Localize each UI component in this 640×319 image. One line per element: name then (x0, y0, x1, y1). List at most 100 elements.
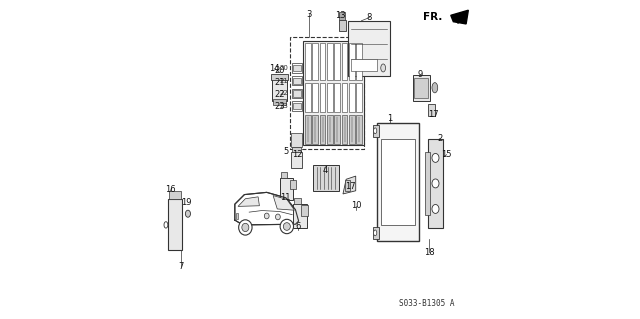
Bar (293, 103, 301, 109)
Bar (344, 180, 350, 191)
Bar (170, 191, 181, 199)
Text: 18: 18 (424, 248, 435, 256)
Bar (293, 90, 301, 97)
Bar (312, 115, 318, 144)
Text: 4: 4 (323, 166, 328, 175)
Ellipse shape (374, 128, 377, 134)
Text: 19: 19 (181, 198, 192, 207)
Bar (372, 227, 379, 239)
Bar (305, 83, 311, 112)
Text: 17: 17 (345, 182, 355, 191)
Text: 5: 5 (283, 147, 288, 156)
Text: FR.: FR. (423, 11, 442, 22)
Text: 10: 10 (351, 201, 362, 210)
Bar (351, 59, 377, 71)
Text: 13: 13 (335, 11, 346, 20)
Text: 20: 20 (280, 65, 289, 71)
Ellipse shape (432, 204, 439, 213)
Bar (413, 75, 430, 101)
Ellipse shape (374, 230, 377, 236)
Ellipse shape (264, 213, 269, 219)
Text: 20: 20 (275, 66, 285, 75)
Bar (425, 152, 430, 215)
Bar (339, 20, 346, 31)
Text: S033-B1305 A: S033-B1305 A (399, 299, 454, 308)
Bar (327, 83, 333, 112)
Text: 23: 23 (275, 102, 285, 111)
Bar (293, 204, 307, 228)
Bar (293, 65, 301, 71)
Bar (301, 205, 308, 216)
Bar (372, 125, 379, 137)
Bar (292, 147, 301, 152)
Bar (320, 115, 325, 144)
Text: 17: 17 (428, 110, 438, 119)
Bar (168, 199, 182, 250)
Polygon shape (451, 10, 468, 24)
Bar (320, 43, 325, 80)
Bar (271, 78, 287, 101)
Text: 8: 8 (367, 13, 372, 22)
Text: 23: 23 (280, 103, 289, 109)
Bar (342, 83, 348, 112)
Ellipse shape (164, 222, 168, 228)
Bar (303, 41, 364, 145)
Text: 21: 21 (280, 78, 289, 84)
Text: 12: 12 (292, 150, 302, 159)
Bar (292, 63, 302, 73)
Ellipse shape (381, 64, 385, 72)
Bar (281, 172, 287, 178)
Text: 3: 3 (306, 10, 312, 19)
Bar (327, 43, 333, 80)
Bar (305, 43, 311, 80)
Text: 22: 22 (275, 90, 285, 99)
Polygon shape (343, 176, 356, 194)
Bar (236, 213, 238, 219)
Bar (349, 83, 355, 112)
Bar (292, 89, 302, 98)
Ellipse shape (242, 223, 249, 232)
Text: 22: 22 (280, 91, 289, 96)
Text: 9: 9 (418, 70, 423, 79)
Bar (291, 133, 303, 147)
Ellipse shape (432, 83, 438, 93)
Bar (356, 43, 362, 80)
Bar (428, 139, 443, 228)
Text: 16: 16 (165, 185, 176, 194)
Bar (290, 180, 296, 189)
Bar (414, 78, 428, 98)
Ellipse shape (239, 220, 252, 235)
Bar (339, 12, 345, 20)
Bar (348, 21, 390, 76)
Bar (294, 198, 301, 204)
Ellipse shape (280, 219, 294, 234)
Ellipse shape (432, 179, 439, 188)
Bar (327, 115, 333, 144)
Ellipse shape (432, 153, 439, 162)
Bar (273, 99, 285, 105)
Text: 15: 15 (442, 150, 452, 159)
Ellipse shape (186, 210, 191, 217)
Bar (312, 43, 318, 80)
Bar (356, 83, 362, 112)
Text: 21: 21 (275, 78, 285, 87)
Polygon shape (235, 192, 299, 225)
Bar (349, 43, 355, 80)
Bar (292, 76, 302, 85)
Bar (313, 165, 339, 191)
Bar (428, 104, 435, 116)
Ellipse shape (275, 214, 280, 220)
Bar (342, 43, 348, 80)
Bar (381, 139, 415, 225)
Bar (290, 37, 364, 149)
Bar (305, 115, 311, 144)
Polygon shape (273, 196, 294, 210)
Bar (271, 74, 289, 80)
Bar (334, 83, 340, 112)
Bar (349, 115, 355, 144)
Text: 11: 11 (280, 193, 291, 202)
Bar (320, 83, 325, 112)
Text: 2: 2 (437, 134, 442, 143)
Text: 6: 6 (296, 222, 301, 231)
Ellipse shape (284, 223, 291, 230)
